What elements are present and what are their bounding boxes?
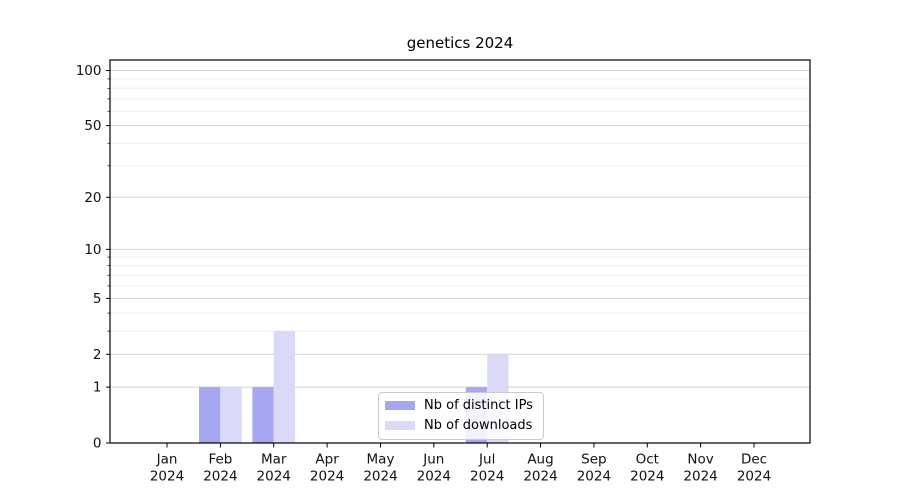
x-tick-label-year-feb: 2024 <box>203 469 237 485</box>
x-tick-label-month-dec: Dec <box>741 452 767 468</box>
y-tick-label-50: 50 <box>84 118 101 134</box>
bar-mar-downloads <box>273 331 295 443</box>
x-tick-label-year-nov: 2024 <box>683 469 717 485</box>
x-tick-label-month-nov: Nov <box>687 452 713 468</box>
x-tick-label-year-dec: 2024 <box>737 469 771 485</box>
y-tick-label-1: 1 <box>93 380 102 396</box>
x-tick-label-year-apr: 2024 <box>310 469 344 485</box>
x-tick-label-month-jan: Jan <box>156 452 178 468</box>
legend: Nb of distinct IPs Nb of downloads <box>378 392 544 440</box>
x-tick-label-year-jan: 2024 <box>150 469 184 485</box>
plot-frame <box>109 59 811 444</box>
y-tick-label-10: 10 <box>84 242 101 258</box>
bar-mar-distinct-ips <box>252 387 274 443</box>
x-tick-label-month-feb: Feb <box>208 452 232 468</box>
x-tick-label-year-sep: 2024 <box>577 469 611 485</box>
legend-label-distinct-ips: Nb of distinct IPs <box>424 398 533 413</box>
legend-swatch-distinct-ips <box>385 401 415 410</box>
legend-label-downloads: Nb of downloads <box>424 418 533 433</box>
y-tick-label-2: 2 <box>93 347 102 363</box>
y-tick-label-20: 20 <box>84 190 101 206</box>
x-tick-label-month-sep: Sep <box>581 452 606 468</box>
legend-item-downloads: Nb of downloads <box>385 418 533 433</box>
x-tick-label-month-may: May <box>367 452 395 468</box>
y-tick-label-100: 100 <box>76 63 102 79</box>
x-tick-label-month-jun: Jun <box>422 452 444 468</box>
x-tick-label-year-mar: 2024 <box>257 469 291 485</box>
chart-title: genetics 2024 <box>406 34 514 52</box>
x-tick-label-month-jul: Jul <box>478 452 495 468</box>
x-tick-label-month-mar: Mar <box>261 452 287 468</box>
legend-swatch-downloads <box>385 421 415 430</box>
x-tick-label-month-aug: Aug <box>527 452 553 468</box>
x-tick-label-month-oct: Oct <box>636 452 659 468</box>
x-tick-label-year-oct: 2024 <box>630 469 664 485</box>
x-tick-label-year-aug: 2024 <box>523 469 557 485</box>
x-tick-label-month-apr: Apr <box>315 452 339 468</box>
x-tick-label-year-jun: 2024 <box>417 469 451 485</box>
x-tick-label-year-jul: 2024 <box>470 469 504 485</box>
legend-item-distinct-ips: Nb of distinct IPs <box>385 398 533 413</box>
bar-feb-distinct-ips <box>199 387 221 443</box>
x-tick-label-year-may: 2024 <box>363 469 397 485</box>
y-tick-label-0: 0 <box>93 436 102 452</box>
y-tick-label-5: 5 <box>93 291 102 307</box>
bar-feb-downloads <box>220 387 242 443</box>
